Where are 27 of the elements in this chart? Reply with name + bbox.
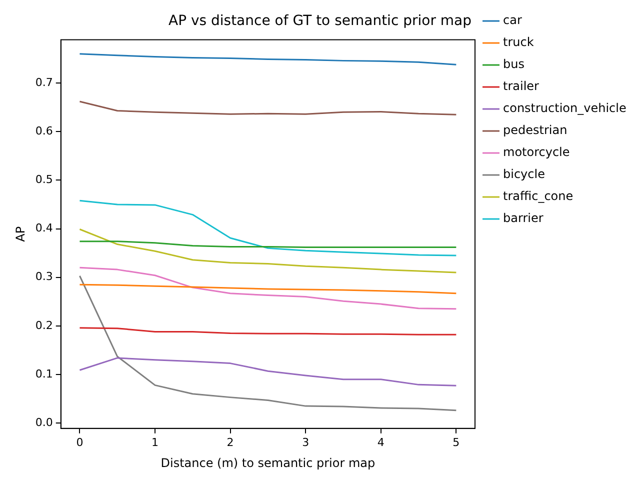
y-tick-label: 0.5: [35, 173, 53, 186]
legend-label: bicycle: [503, 167, 545, 182]
legend-label: trailer: [503, 79, 540, 94]
y-tick-label: 0.2: [35, 318, 53, 332]
x-tick-label: 1: [152, 436, 159, 449]
legend-label: construction_vehicle: [503, 101, 626, 116]
chart-title: AP vs distance of GT to semantic prior map: [168, 13, 472, 30]
x-tick-label: 2: [226, 436, 234, 449]
legend-label: motorcycle: [503, 145, 570, 160]
legend-label: truck: [503, 35, 534, 50]
y-axis-title: AP: [13, 226, 28, 242]
legend-label: traffic_cone: [503, 189, 574, 204]
y-tick-label: 0.7: [35, 76, 53, 89]
legend-label: car: [503, 13, 522, 28]
y-tick-label: 0.4: [35, 222, 53, 235]
x-tick-label: 0: [76, 436, 84, 449]
y-tick-label: 0.1: [35, 367, 53, 380]
y-tick-label: 0.6: [35, 124, 53, 138]
x-tick-label: 4: [377, 436, 384, 449]
x-tick-label: 3: [302, 436, 310, 449]
y-tick-label: 0.3: [35, 270, 53, 284]
x-tick-label: 5: [452, 436, 460, 449]
y-tick-label: 0.0: [35, 416, 53, 429]
legend-label: barrier: [503, 211, 544, 226]
legend-label: pedestrian: [503, 123, 568, 138]
legend-label: bus: [503, 57, 524, 72]
x-axis-title: Distance (m) to semantic prior map: [160, 456, 376, 470]
